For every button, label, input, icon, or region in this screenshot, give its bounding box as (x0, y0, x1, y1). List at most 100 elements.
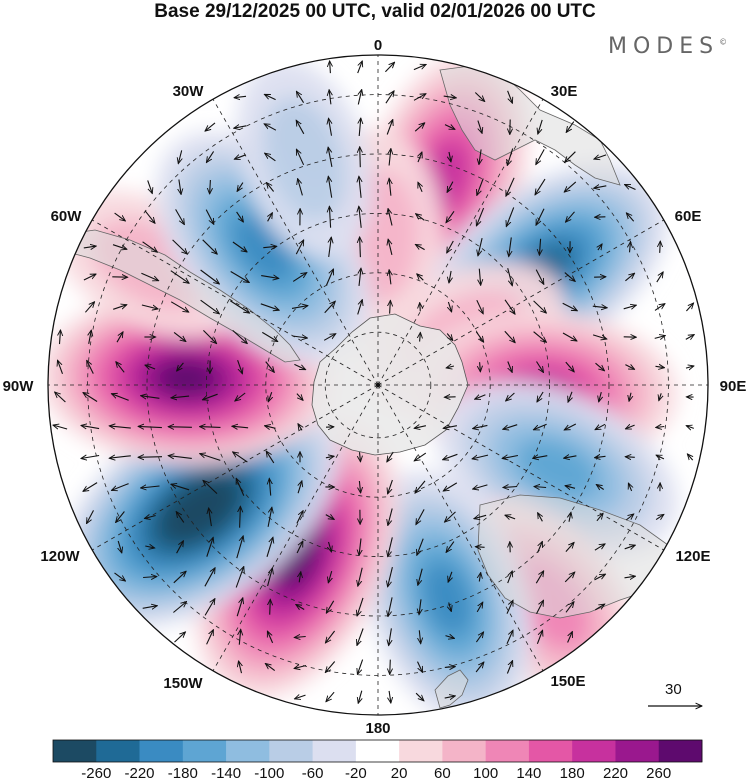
wind-vector (113, 305, 127, 310)
wind-vector (236, 536, 243, 559)
wind-vector (654, 336, 666, 339)
colorbar-label: -100 (254, 765, 284, 782)
wind-vector (145, 365, 156, 369)
wind-vector (474, 92, 484, 102)
wind-vector (473, 484, 488, 489)
wind-vector (598, 244, 602, 251)
wind-vector (447, 240, 454, 253)
wind-vector (357, 300, 363, 315)
lon-label-90e: 90E (720, 378, 747, 395)
wind-vector (114, 572, 126, 581)
wind-vector (262, 331, 277, 341)
wind-vector (479, 573, 480, 582)
wind-vector (595, 456, 606, 457)
wind-vector (359, 206, 361, 228)
colorbar-swatch (615, 740, 660, 762)
wind-vector (264, 93, 276, 101)
wind-vector (505, 515, 516, 519)
wind-vector (388, 508, 393, 526)
wind-vector (168, 456, 192, 459)
lon-label-60e: 60E (675, 208, 702, 225)
wind-vector (625, 273, 634, 282)
wind-vector (178, 150, 181, 163)
wind-vector (388, 479, 393, 494)
colorbar-swatch (355, 740, 400, 762)
wind-vector (138, 457, 163, 458)
brand-text: MODES (608, 34, 720, 59)
wind-vector (537, 541, 543, 553)
wind-vector (328, 176, 333, 198)
wind-vector (116, 332, 123, 343)
wind-vector (685, 335, 694, 340)
wind-vector (357, 597, 364, 616)
wind-vector (505, 177, 515, 196)
wind-vector (357, 659, 364, 675)
wind-vector (168, 427, 192, 428)
wind-vector (443, 482, 458, 491)
wind-vector (386, 120, 393, 135)
wind-vector (415, 480, 426, 493)
lon-label-30w: 30W (173, 83, 205, 100)
wind-vector (536, 630, 542, 644)
colorbar-label: -140 (211, 765, 241, 782)
wind-vector (596, 513, 603, 522)
wind-vector (234, 126, 247, 128)
wind-vector (414, 426, 427, 429)
wind-vector (446, 541, 455, 553)
wind-vector (448, 301, 451, 312)
wind-vector (533, 456, 548, 459)
wind-vector (204, 599, 215, 616)
wind-vector (595, 362, 605, 371)
wind-vector (416, 214, 425, 221)
wind-vector (144, 516, 156, 519)
vector-scale-key: 30 (648, 681, 702, 706)
wind-vector (475, 395, 486, 399)
wind-vector (536, 149, 545, 164)
wind-vector (445, 636, 455, 639)
wind-vector (296, 541, 304, 554)
wind-vector (83, 393, 98, 402)
wind-vector (479, 149, 481, 164)
wind-vector (444, 696, 456, 698)
wind-vector (83, 246, 96, 248)
wind-vector (325, 269, 334, 286)
wind-vector (177, 362, 184, 371)
wind-vector (171, 484, 190, 491)
wind-vector (475, 547, 485, 548)
wind-vector (236, 598, 243, 617)
wind-vector (360, 147, 361, 168)
brand-mark: © (719, 37, 728, 47)
wind-vector (564, 423, 577, 430)
colorbar-swatch (96, 740, 140, 762)
wind-vector (118, 540, 122, 553)
wind-vector (565, 361, 574, 372)
wind-vector (179, 179, 181, 195)
wind-vector (263, 246, 276, 247)
wind-vector (388, 239, 393, 256)
wind-vector (502, 456, 519, 459)
wind-vector (234, 96, 247, 97)
wind-vector (200, 454, 221, 461)
wind-vector (230, 271, 250, 283)
colorbar-label: -20 (345, 765, 367, 782)
wind-vector (562, 302, 578, 310)
colorbar-label: 100 (473, 765, 498, 782)
wind-vector (656, 427, 665, 428)
wind-vector (385, 62, 394, 73)
wind-vector (538, 119, 543, 134)
colorbar-swatch (528, 740, 573, 762)
wind-vector (503, 424, 518, 430)
wind-vector (147, 180, 153, 193)
wind-vector (390, 300, 391, 314)
wind-vector (298, 179, 303, 196)
wind-vector (592, 306, 607, 308)
wind-vector (564, 572, 575, 583)
wind-vector (413, 64, 426, 71)
wind-vector (329, 237, 332, 257)
colorbar-swatch (442, 740, 487, 762)
wind-vector (388, 537, 393, 556)
wind-vector (239, 661, 242, 674)
wind-vector (419, 599, 421, 614)
wind-vector (564, 272, 575, 282)
wind-vector (630, 242, 631, 253)
